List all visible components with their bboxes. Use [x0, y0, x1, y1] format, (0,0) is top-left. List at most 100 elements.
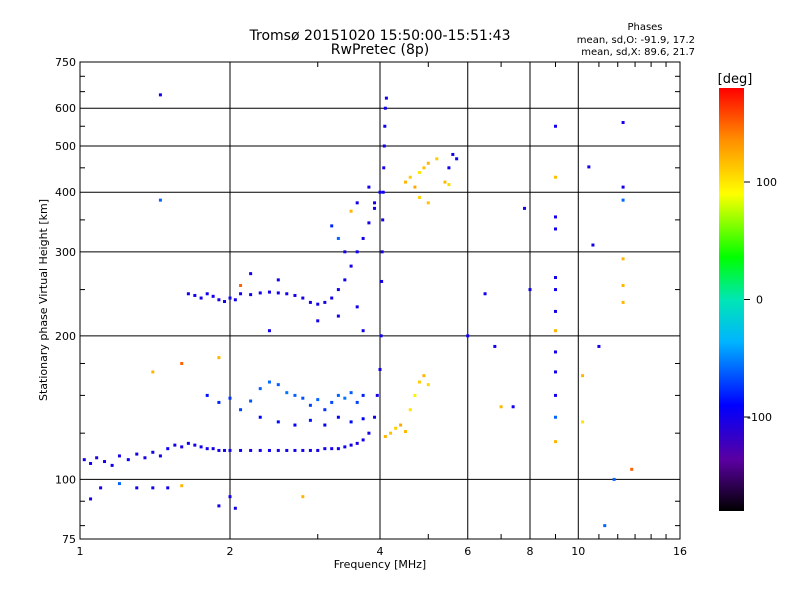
data-point	[193, 293, 197, 297]
data-point	[426, 383, 430, 387]
data-point	[293, 423, 297, 427]
data-point	[361, 438, 365, 442]
data-point	[323, 408, 327, 412]
data-point	[99, 486, 103, 490]
data-point	[373, 415, 377, 419]
data-point	[276, 291, 280, 295]
data-point	[103, 460, 107, 464]
data-point	[316, 398, 320, 402]
data-point	[135, 452, 139, 456]
x-tick-label: 6	[464, 545, 471, 558]
data-point	[383, 124, 387, 128]
data-point	[89, 461, 93, 465]
data-point	[581, 420, 585, 424]
data-point	[553, 288, 557, 292]
data-point	[301, 296, 305, 300]
data-point	[367, 431, 371, 435]
data-point	[597, 344, 601, 348]
data-point	[621, 121, 625, 125]
data-point	[135, 486, 139, 490]
data-point	[466, 334, 470, 338]
data-point	[443, 180, 447, 184]
data-point	[373, 206, 377, 210]
data-point	[375, 393, 379, 397]
data-point	[349, 264, 353, 268]
data-point	[447, 166, 451, 170]
data-point	[239, 292, 243, 296]
data-point	[422, 166, 426, 170]
data-point	[308, 448, 312, 452]
data-point	[426, 201, 430, 205]
x-tick-label: 10	[571, 545, 585, 558]
data-point	[285, 448, 289, 452]
data-point	[267, 329, 271, 333]
data-point	[301, 396, 305, 400]
data-point	[499, 405, 503, 409]
colorbar-tick-label: 100	[756, 176, 777, 189]
y-tick-label: 200	[55, 330, 76, 343]
data-point	[233, 298, 237, 302]
data-point	[382, 166, 386, 170]
data-point	[233, 506, 237, 510]
data-point	[336, 236, 340, 240]
data-point	[553, 227, 557, 231]
data-point	[117, 482, 121, 486]
data-point	[151, 370, 155, 374]
grid-lines	[80, 62, 680, 539]
data-point	[361, 236, 365, 240]
data-point	[380, 250, 384, 254]
data-point	[308, 403, 312, 407]
data-point	[394, 426, 398, 430]
data-point	[330, 447, 334, 451]
data-point	[408, 175, 412, 179]
data-point	[228, 448, 232, 452]
data-point	[621, 300, 625, 304]
data-point	[166, 486, 170, 490]
data-point	[330, 296, 334, 300]
x-tick-label: 4	[377, 545, 384, 558]
data-point	[166, 447, 170, 451]
data-point	[383, 435, 387, 439]
data-point	[581, 374, 585, 378]
data-point	[267, 448, 271, 452]
data-point	[621, 185, 625, 189]
colorbar-gradient	[719, 88, 744, 511]
data-point	[528, 288, 532, 292]
data-point	[330, 224, 334, 228]
data-point	[285, 292, 289, 296]
colorbar-tick-label: -100	[747, 411, 772, 424]
data-point	[151, 486, 155, 490]
y-tick-label: 500	[55, 140, 76, 153]
data-point	[355, 441, 359, 445]
colorbar-ticks: 100 0 -100	[744, 176, 777, 424]
chart-title: Tromsø 20151020 15:50:00-15:51:43	[249, 28, 511, 44]
data-point	[417, 380, 421, 384]
data-point	[89, 497, 93, 501]
data-point	[553, 175, 557, 179]
data-point	[126, 458, 130, 462]
data-point	[349, 209, 353, 213]
plot-frame	[79, 61, 681, 540]
data-point	[186, 441, 190, 445]
data-point	[426, 161, 430, 165]
data-point	[493, 344, 497, 348]
data-point	[205, 292, 209, 296]
data-point	[343, 445, 347, 449]
data-point	[355, 201, 359, 205]
data-point	[249, 448, 253, 452]
data-point	[217, 356, 221, 360]
data-point	[285, 391, 289, 395]
data-point	[180, 445, 184, 449]
data-point	[217, 400, 221, 404]
data-point	[553, 309, 557, 313]
data-point	[587, 165, 591, 169]
data-point	[186, 292, 190, 296]
data-point	[455, 157, 459, 161]
data-point	[553, 393, 557, 397]
data-point	[417, 195, 421, 199]
data-point	[408, 408, 412, 412]
x-tick-label: 1	[77, 545, 84, 558]
data-point	[316, 319, 320, 323]
y-tick-label: 400	[55, 186, 76, 199]
